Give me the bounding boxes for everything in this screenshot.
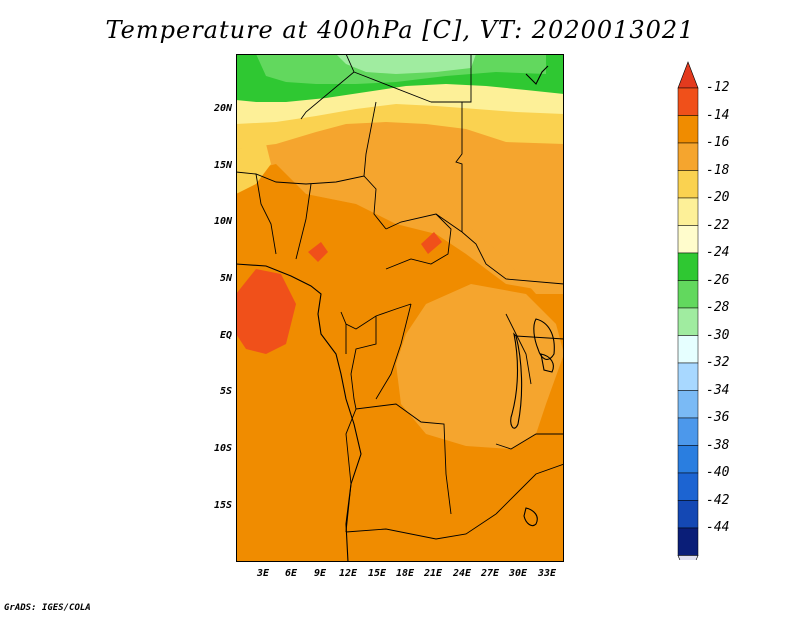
colorbar-swatch: [677, 115, 699, 144]
lat-label-5n: 5N: [219, 273, 232, 284]
colorbar-label: -32: [706, 355, 730, 370]
contour-minus12-small-2: [421, 232, 442, 254]
colorbar-swatch: [677, 252, 699, 281]
lat-label-10n: 10N: [213, 216, 232, 227]
contour-minus12-west: [236, 269, 296, 354]
lon-label-24e: 24E: [452, 568, 472, 579]
lon-label-18e: 18E: [395, 568, 415, 579]
map-title: Temperature at 400hPa [C], VT: 202001302…: [105, 16, 695, 44]
colorbar: [677, 61, 699, 560]
colorbar-swatch: [677, 472, 699, 501]
colorbar-label: -44: [706, 520, 730, 535]
colorbar-swatch: [677, 417, 699, 446]
lat-label-5s: 5S: [219, 386, 232, 397]
colorbar-bottom-arrow: [677, 555, 699, 560]
lat-label-20n: 20N: [213, 103, 232, 114]
colorbar-label: -14: [706, 107, 730, 123]
contour-minus12-small-1: [308, 242, 328, 262]
lon-label-21e: 21E: [423, 568, 443, 579]
colorbar-label: -22: [706, 217, 730, 233]
map-border: [236, 54, 564, 562]
colorbar-swatch: [677, 390, 699, 419]
colorbar-swatch: [677, 335, 699, 364]
colorbar-swatch: [677, 87, 699, 116]
colorbar-label: -16: [706, 135, 730, 150]
colorbar-label: -28: [706, 300, 730, 315]
lon-label-6e: 6E: [284, 568, 298, 579]
colorbar-swatch: [677, 142, 699, 171]
colorbar-swatch: [677, 225, 699, 254]
colorbar-swatch: [677, 197, 699, 226]
colorbar-swatch: [677, 280, 699, 309]
lon-label-9e: 9E: [313, 568, 327, 579]
coastlines-lakes: [236, 65, 555, 562]
colorbar-label: -24: [706, 245, 730, 260]
lon-label-3e: 3E: [256, 568, 270, 579]
colorbar-label: -30: [706, 327, 730, 343]
contour-minus18-west-strip: [236, 144, 271, 194]
contour-minus16-ne: [446, 159, 564, 294]
lon-label-33e: 33E: [537, 568, 557, 579]
contour-minus16-central: [396, 284, 564, 449]
lon-label-15e: 15E: [367, 568, 387, 579]
colorbar-swatch: [677, 307, 699, 336]
colorbar-swatch: [677, 362, 699, 391]
colorbar-swatch: [677, 170, 699, 199]
colorbar-swatch: [677, 445, 699, 474]
colorbar-label: -12: [706, 80, 730, 95]
country-borders: [236, 54, 564, 540]
colorbar-label: -34: [706, 382, 730, 398]
colorbar-label: -36: [706, 410, 730, 425]
contour-minus28-north: [336, 54, 476, 74]
map-canvas: [236, 54, 564, 562]
colorbar-label: -20: [706, 190, 730, 205]
grads-credit: GrADS: IGES/COLA: [4, 603, 91, 613]
lon-label-30e: 30E: [508, 568, 528, 579]
colorbar-swatch: [677, 500, 699, 529]
lat-label-15n: 15N: [213, 160, 232, 171]
colorbar-label: -18: [706, 162, 730, 178]
lon-label-27e: 27E: [480, 568, 500, 579]
colorbar-top-arrow: [677, 61, 699, 89]
lon-label-12e: 12E: [338, 568, 358, 579]
colorbar-label: -40: [706, 465, 730, 480]
lat-label-15s: 15S: [213, 500, 232, 511]
colorbar-swatch: [677, 527, 699, 556]
colorbar-label: -42: [706, 492, 730, 508]
lat-label-10s: 10S: [213, 443, 232, 454]
lat-label-eq: EQ: [219, 330, 232, 341]
colorbar-label: -26: [706, 272, 730, 288]
temperature-map: [236, 54, 564, 562]
colorbar-label: -38: [706, 437, 730, 453]
